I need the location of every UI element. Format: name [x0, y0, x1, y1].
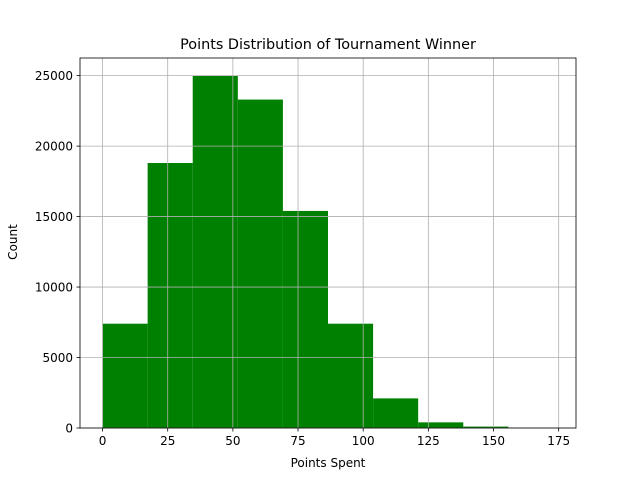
x-axis-label: Points Spent [291, 456, 366, 470]
x-tick-label: 25 [160, 434, 175, 448]
x-tick-label: 0 [99, 434, 107, 448]
y-tick-label: 0 [65, 422, 73, 436]
histogram-bar [418, 422, 463, 428]
x-tick-label: 125 [417, 434, 440, 448]
y-tick-label: 10000 [35, 281, 73, 295]
y-axis-label: Count [6, 224, 20, 260]
histogram-bar [193, 76, 238, 428]
histogram-bars [103, 76, 554, 428]
histogram-bar [328, 324, 373, 428]
x-tick-label: 100 [352, 434, 375, 448]
histogram-bar [238, 100, 283, 428]
histogram-bar [148, 163, 193, 428]
histogram-bar [283, 211, 328, 428]
y-tick-label: 5000 [42, 351, 73, 365]
x-tick-label: 150 [482, 434, 505, 448]
y-tick-label: 15000 [35, 210, 73, 224]
x-tick-label: 75 [290, 434, 305, 448]
y-tick-label: 20000 [35, 140, 73, 154]
chart-title: Points Distribution of Tournament Winner [180, 37, 476, 53]
histogram-bar [103, 324, 148, 428]
histogram-bar [373, 398, 418, 428]
x-tick-label: 50 [225, 434, 240, 448]
x-tick-label: 175 [547, 434, 570, 448]
y-tick-label: 25000 [35, 69, 73, 83]
